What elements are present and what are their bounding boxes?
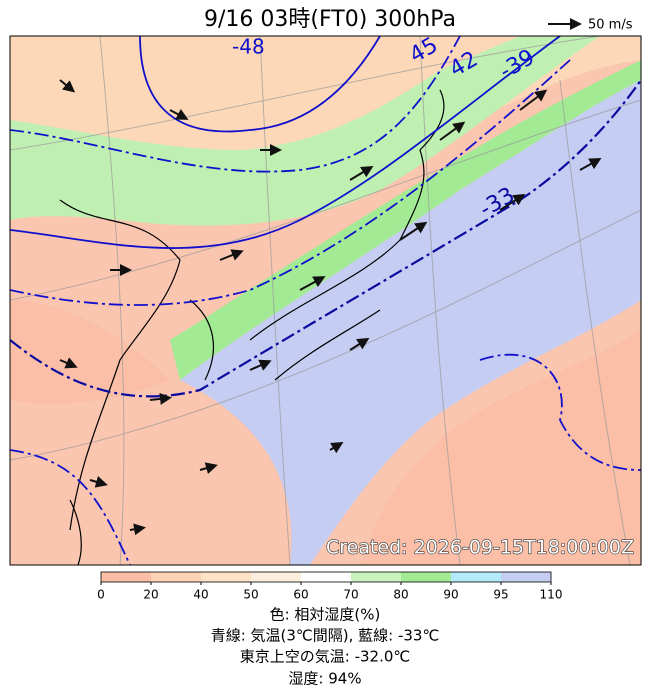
colorbar-segment: [351, 572, 402, 582]
colorbar-tick-label: 80: [393, 588, 408, 602]
colorbar-tick-label: 95: [493, 588, 508, 602]
tokyo-temp: 東京上空の気温: -32.0℃: [240, 648, 410, 666]
colorbar-tick-label: 70: [343, 588, 358, 602]
colorbar-tick-label: 0: [97, 588, 105, 602]
colorbar-tick-label: 110: [540, 588, 563, 602]
wind-arrows: [59, 79, 602, 536]
colorbar-segment: [401, 572, 452, 582]
colorbar-segment: [101, 572, 152, 582]
colorbar-segment: [151, 572, 202, 582]
colorbar-tick-label: 20: [143, 588, 158, 602]
humidity: 湿度: 94%: [288, 670, 361, 688]
title: 9/16 03時(FT0) 300hPa: [204, 7, 456, 32]
colorbar-tick-label: 60: [293, 588, 308, 602]
colorbar-segment: [501, 572, 552, 582]
colorbar-segment: [251, 572, 302, 582]
map-frame: [9, 35, 642, 566]
map: -48 45 42 -39 -33 Created: 2026-09-15T18…: [10, 35, 641, 565]
line-label: 青線: 気温(3℃間隔), 藍線: -33℃: [211, 627, 440, 645]
colorbar-tick-label: 90: [443, 588, 458, 602]
colorbar: 0 20 40 50 60 70 80 90 95 110: [97, 571, 563, 602]
colorbar-frame: [100, 571, 552, 583]
colorbar-tick-label: 50: [243, 588, 258, 602]
colorbar-tick-label: 40: [193, 588, 208, 602]
created-label: Created: 2026-09-15T18:00:00Z: [326, 537, 634, 559]
colorbar-segment: [301, 572, 352, 582]
contour-label: -48: [232, 35, 265, 59]
colorbar-segment: [451, 572, 502, 582]
wind-scale-label: 50 m/s: [588, 18, 633, 33]
color-label: 色: 相対湿度(%): [270, 606, 381, 624]
colorbar-segment: [201, 572, 252, 582]
